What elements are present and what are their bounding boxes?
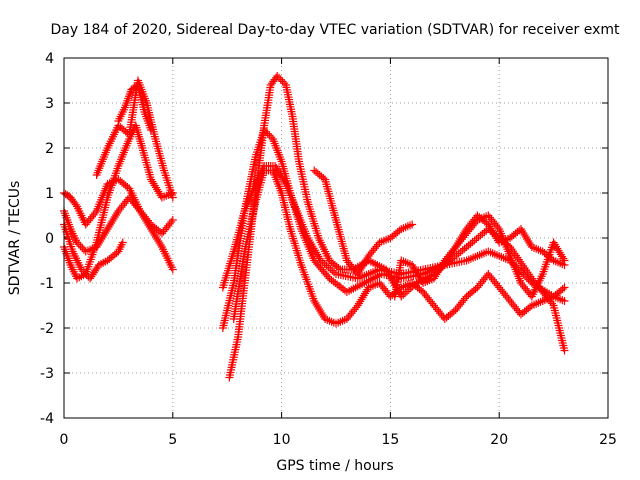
- data-point: [312, 248, 321, 257]
- series-track-11: [310, 166, 417, 278]
- data-point: [118, 238, 127, 247]
- series-track-4: [60, 220, 127, 283]
- data-point: [560, 297, 569, 305]
- data-point: [470, 236, 479, 245]
- data-point: [278, 77, 287, 86]
- data-point: [449, 307, 458, 316]
- data-point: [168, 216, 177, 224]
- data-point: [322, 261, 331, 270]
- data-point: [408, 220, 417, 229]
- data-point: [168, 193, 177, 202]
- data-point: [276, 75, 285, 84]
- data-point: [318, 258, 327, 267]
- data-point: [326, 264, 335, 273]
- data-point: [74, 240, 83, 249]
- plot-frame: [63, 57, 609, 419]
- data-point: [71, 200, 80, 209]
- data-point: [471, 285, 480, 293]
- data-point: [80, 269, 89, 278]
- y-tick-label: 4: [45, 51, 54, 67]
- x-tick-label: 25: [599, 432, 617, 448]
- data-point: [559, 254, 568, 263]
- data-point: [77, 265, 86, 274]
- data-point: [404, 285, 413, 294]
- data-point: [323, 272, 332, 281]
- x-tick-label: 5: [168, 432, 177, 448]
- series-track-8: [218, 126, 569, 355]
- data-point: [558, 285, 567, 293]
- data-point: [330, 268, 339, 277]
- data-point: [560, 346, 569, 355]
- y-tick-label: -4: [40, 411, 54, 427]
- x-tick-label: 0: [60, 432, 69, 448]
- x-tick-label: 15: [381, 432, 399, 448]
- data-point: [474, 233, 483, 242]
- data-point: [456, 247, 465, 256]
- data-point: [458, 246, 467, 255]
- y-tick-labels: -4 -3 -2 -1 0 1 2 3 4: [40, 51, 54, 427]
- data-point: [478, 229, 487, 238]
- x-tick-labels: 0 5 10 15 20 25: [60, 432, 617, 448]
- data-point: [560, 261, 569, 269]
- data-point: [320, 259, 329, 268]
- data-point: [280, 79, 289, 88]
- data-point: [313, 250, 322, 259]
- data-point: [267, 133, 276, 142]
- data-point: [167, 217, 176, 226]
- data-point: [147, 126, 156, 134]
- data-point: [402, 287, 411, 296]
- y-tick-label: -1: [40, 276, 54, 292]
- data-point: [461, 294, 470, 303]
- data-point: [460, 244, 469, 253]
- data-point: [401, 289, 410, 298]
- y-axis-title: SDTVAR / TECUs: [7, 181, 23, 296]
- data-point: [480, 228, 489, 237]
- y-tick-label: 0: [45, 231, 54, 247]
- data-point: [548, 299, 557, 308]
- data-point: [399, 290, 408, 299]
- data-point: [274, 73, 283, 82]
- y-tick-label: 1: [45, 186, 54, 202]
- data-point: [310, 246, 319, 255]
- data-point: [328, 266, 337, 275]
- data-point: [462, 243, 471, 251]
- data-point: [466, 239, 475, 248]
- data-point: [324, 263, 333, 272]
- data-points: [60, 72, 569, 382]
- data-point: [334, 264, 343, 272]
- data-point: [472, 234, 481, 243]
- series-track-10: [229, 166, 569, 328]
- y-tick-label: -3: [40, 366, 54, 382]
- data-point: [78, 243, 87, 252]
- x-axis-title: GPS time / hours: [276, 458, 393, 474]
- series-track-12: [390, 211, 569, 301]
- data-point: [468, 238, 477, 247]
- chart-title: Day 184 of 2020, Sidereal Day-to-day VTE…: [51, 22, 621, 38]
- y-tick-label: -2: [40, 321, 54, 337]
- y-tick-label: 2: [45, 141, 54, 157]
- data-point: [168, 265, 177, 274]
- data-point: [464, 241, 473, 250]
- data-point: [156, 241, 165, 249]
- data-point: [417, 286, 426, 295]
- series-track-2: [60, 193, 177, 274]
- y-tick-label: 3: [45, 96, 54, 112]
- series-track-1: [60, 175, 177, 238]
- series-track-6: [114, 81, 156, 134]
- data-point: [476, 231, 485, 240]
- data-point: [493, 223, 502, 232]
- x-tick-label: 10: [273, 432, 291, 448]
- data-point: [273, 72, 282, 80]
- data-point: [79, 267, 88, 276]
- data-point: [560, 283, 569, 292]
- x-tick-label: 20: [490, 432, 508, 448]
- data-point: [91, 208, 100, 217]
- data-point: [73, 238, 82, 247]
- data-point: [76, 242, 85, 251]
